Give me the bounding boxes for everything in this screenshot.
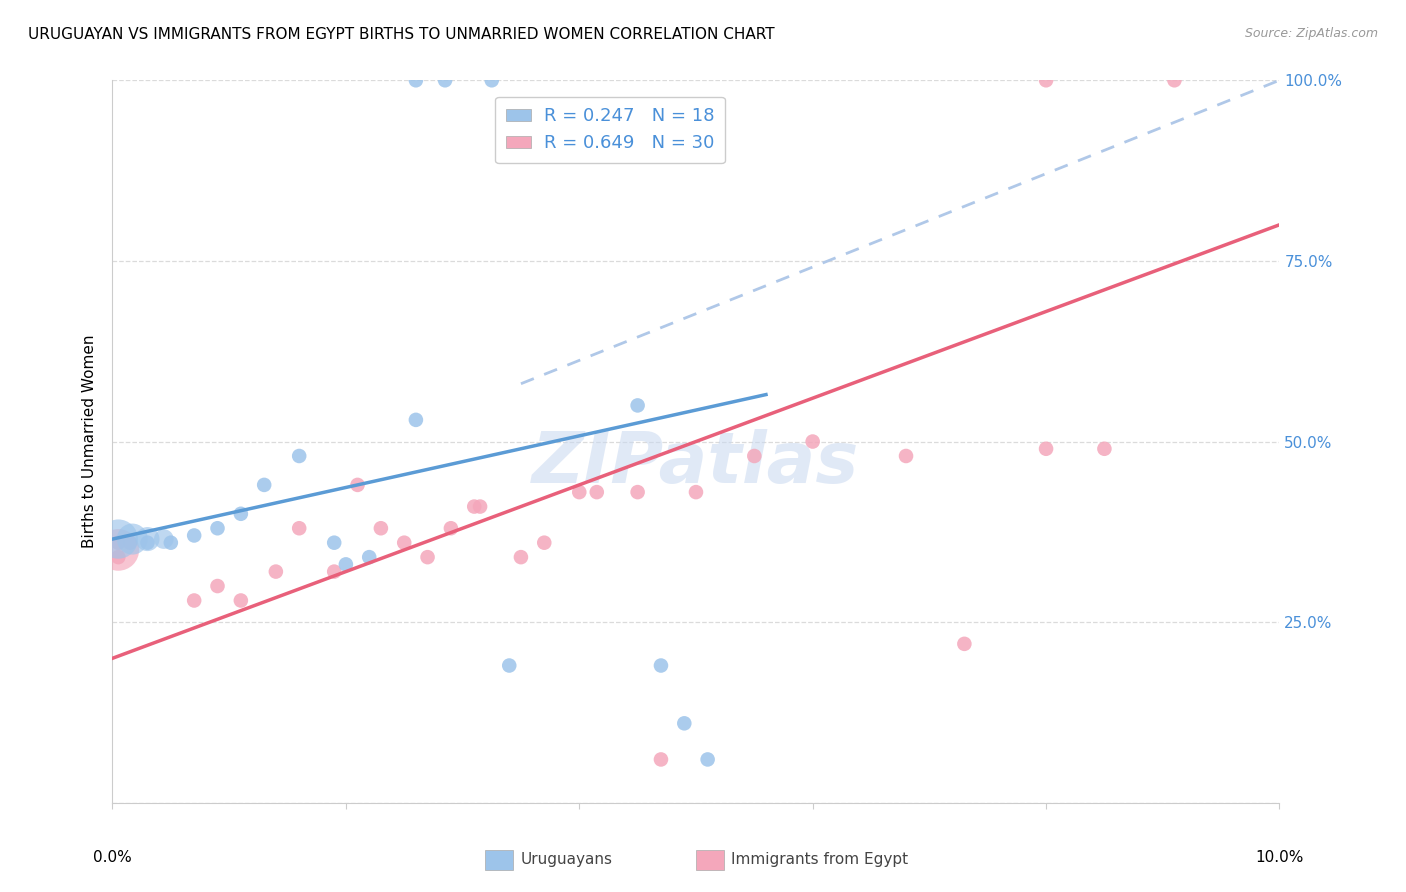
Point xyxy=(229,507,252,521)
Point xyxy=(370,521,392,535)
Point xyxy=(288,521,311,535)
Point xyxy=(107,550,129,565)
Point xyxy=(585,485,607,500)
Point xyxy=(434,73,457,87)
Point xyxy=(207,521,229,535)
Point xyxy=(153,532,176,546)
Point xyxy=(207,579,229,593)
Point xyxy=(264,565,287,579)
Point xyxy=(335,558,357,572)
Bar xyxy=(485,850,513,870)
Point xyxy=(801,434,824,449)
Point xyxy=(696,752,718,766)
Point xyxy=(481,73,503,87)
Point xyxy=(118,535,141,549)
Point xyxy=(253,478,276,492)
Point xyxy=(183,528,205,542)
Text: Immigrants from Egypt: Immigrants from Egypt xyxy=(731,853,908,867)
Text: 0.0%: 0.0% xyxy=(93,850,132,864)
Point xyxy=(568,485,591,500)
Point xyxy=(650,658,672,673)
Text: ZIPatlas: ZIPatlas xyxy=(533,429,859,498)
Point xyxy=(1094,442,1116,456)
Point xyxy=(533,535,555,549)
Point xyxy=(183,593,205,607)
Legend: R = 0.247   N = 18, R = 0.649   N = 30: R = 0.247 N = 18, R = 0.649 N = 30 xyxy=(495,96,725,163)
Point xyxy=(498,658,520,673)
Point xyxy=(160,535,183,549)
Text: 10.0%: 10.0% xyxy=(1256,850,1303,864)
Point xyxy=(509,550,531,565)
Point xyxy=(627,398,650,412)
Point xyxy=(323,565,346,579)
Point xyxy=(346,478,368,492)
Text: Source: ZipAtlas.com: Source: ZipAtlas.com xyxy=(1244,27,1378,40)
Point xyxy=(107,535,129,549)
Point xyxy=(1035,442,1057,456)
Bar xyxy=(696,850,724,870)
Text: URUGUAYAN VS IMMIGRANTS FROM EGYPT BIRTHS TO UNMARRIED WOMEN CORRELATION CHART: URUGUAYAN VS IMMIGRANTS FROM EGYPT BIRTH… xyxy=(28,27,775,42)
Point xyxy=(416,550,439,565)
Point xyxy=(405,73,427,87)
Point xyxy=(673,716,696,731)
Point xyxy=(953,637,976,651)
Point xyxy=(136,532,159,546)
Point xyxy=(894,449,917,463)
Point xyxy=(463,500,485,514)
Point xyxy=(685,485,707,500)
Point xyxy=(323,535,346,549)
Point xyxy=(394,535,416,549)
Point xyxy=(440,521,463,535)
Point xyxy=(468,500,491,514)
Point xyxy=(359,550,381,565)
Point xyxy=(650,752,672,766)
Point xyxy=(229,593,252,607)
Point xyxy=(121,532,143,546)
Point xyxy=(627,485,650,500)
Point xyxy=(107,542,129,557)
Point xyxy=(744,449,766,463)
Text: Uruguayans: Uruguayans xyxy=(520,853,612,867)
Point xyxy=(136,535,159,549)
Point xyxy=(405,413,427,427)
Point xyxy=(288,449,311,463)
Point xyxy=(1035,73,1057,87)
Y-axis label: Births to Unmarried Women: Births to Unmarried Women xyxy=(82,334,97,549)
Point xyxy=(107,532,129,546)
Point xyxy=(1163,73,1185,87)
